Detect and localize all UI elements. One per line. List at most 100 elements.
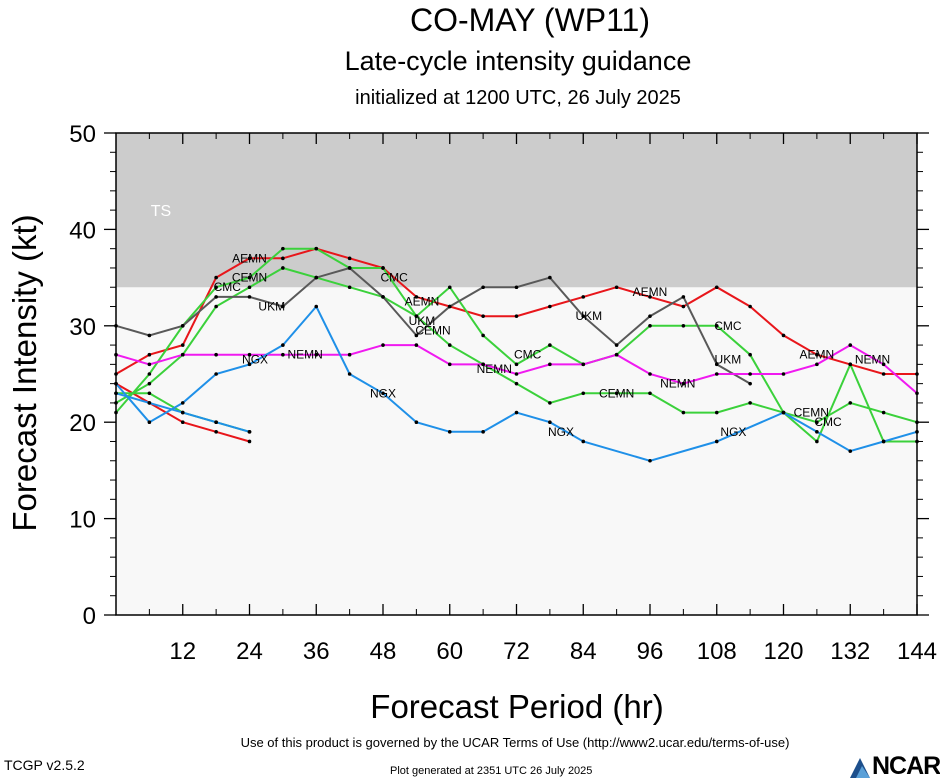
x-tick-label: 36 [303, 638, 330, 665]
series-label-cemn: CEMN [232, 271, 267, 285]
point-aemn [781, 333, 786, 338]
x-tick-label: 84 [570, 638, 597, 665]
point-ukm [548, 275, 552, 280]
point-ngx [414, 420, 419, 425]
version-text: TCGP v2.5.2 [4, 757, 85, 773]
point-ngx [581, 439, 586, 444]
x-tick-label: 144 [897, 638, 937, 665]
point-ngx [815, 430, 819, 434]
point-cemn [848, 401, 853, 405]
point-ngx [214, 372, 218, 376]
series-label-cemn: CEMN [599, 386, 634, 400]
point-ngx [180, 401, 185, 405]
point-cemn [281, 266, 285, 270]
point-ukm [581, 314, 586, 318]
point-ngx [347, 372, 352, 376]
point-ngx [781, 410, 786, 415]
point-ukm [614, 343, 619, 347]
point-cemn [614, 391, 619, 396]
point-aemn [481, 314, 485, 318]
point-ngx [147, 420, 152, 425]
point-nemn [281, 352, 285, 357]
point-cmc [481, 333, 485, 338]
point-cmc [447, 285, 452, 290]
x-tick-label: 48 [370, 638, 397, 665]
point-aemn-early [247, 439, 252, 444]
point-aemn [714, 285, 719, 290]
series-label-cmc: CMC [814, 415, 842, 429]
point-aemn [214, 275, 218, 280]
point-ukm [481, 285, 485, 290]
point-ngx-early [147, 401, 152, 405]
point-cmc [381, 266, 385, 270]
series-label-ukm: UKM [715, 353, 742, 367]
point-nemn [548, 362, 552, 367]
y-tick-label: 20 [69, 410, 96, 437]
series-label-ngx: NGX [548, 425, 574, 439]
point-ngx [314, 304, 319, 309]
series-label-aemn: AEMN [800, 348, 835, 362]
point-aemn [180, 343, 185, 347]
series-label-aemn: AEMN [232, 251, 267, 265]
point-aemn [347, 256, 352, 261]
y-tick-label: 10 [69, 507, 96, 534]
point-ukm [414, 333, 419, 338]
point-cemn [447, 343, 452, 347]
x-tick-label: 120 [763, 638, 803, 665]
point-aemn [681, 304, 686, 309]
point-ngx [514, 410, 519, 415]
x-tick-label: 72 [503, 638, 530, 665]
point-ukm [247, 295, 252, 299]
point-aemn-early [180, 420, 185, 425]
point-aemn [581, 295, 586, 299]
point-aemn [881, 372, 886, 376]
point-ngx-early [180, 410, 185, 415]
point-nemn [414, 343, 419, 347]
point-nemn [481, 362, 485, 367]
band-ts [116, 133, 917, 288]
series-label-aemn: AEMN [405, 295, 440, 309]
point-aemn [281, 256, 285, 261]
point-ukm [748, 381, 752, 386]
y-tick-label: 40 [69, 217, 96, 244]
point-cmc [247, 275, 252, 280]
series-line-ukm [115, 266, 751, 385]
point-nemn [447, 362, 452, 367]
x-tick-label: 24 [236, 638, 263, 665]
point-cmc-early [147, 391, 152, 396]
point-cmc [815, 439, 819, 444]
ncar-logo-text: NCAR [872, 752, 940, 780]
series-label-ukm: UKM [575, 309, 602, 323]
point-cemn [648, 391, 652, 396]
point-nemn [581, 362, 586, 367]
plot-area: TSAEMNAEMNAEMNAEMNCMCCMCCMCCMCCMCCEMNCEM… [69, 121, 937, 665]
series-label-nemn: NEMN [477, 362, 512, 376]
point-ngx [247, 362, 252, 367]
point-nemn [180, 352, 185, 357]
point-nemn [881, 362, 886, 367]
point-ukm [180, 324, 185, 328]
point-aemn [748, 304, 752, 309]
point-aemn [147, 352, 152, 357]
point-cemn [514, 381, 519, 386]
x-tick-label: 96 [637, 638, 664, 665]
series-label-ukm: UKM [258, 300, 285, 314]
point-nemn [714, 372, 719, 376]
point-nemn [514, 372, 519, 376]
point-cemn [548, 401, 552, 405]
point-aemn [614, 285, 619, 290]
point-cemn [581, 391, 586, 396]
point-cmc [514, 362, 519, 367]
point-cmc [314, 246, 319, 251]
point-nemn [815, 362, 819, 367]
x-tick-label: 132 [830, 638, 870, 665]
terms-of-use-text: Use of this product is governed by the U… [240, 735, 790, 750]
point-ngx-early [247, 430, 252, 434]
series-label-nemn: NEMN [660, 377, 695, 391]
series-label-cemn: CEMN [415, 324, 450, 338]
ncar-logo: NCAR [848, 752, 940, 780]
point-nemn [214, 352, 218, 357]
y-axis-label: Forecast Intensity (kt) [6, 214, 43, 531]
point-ngx [481, 430, 485, 434]
